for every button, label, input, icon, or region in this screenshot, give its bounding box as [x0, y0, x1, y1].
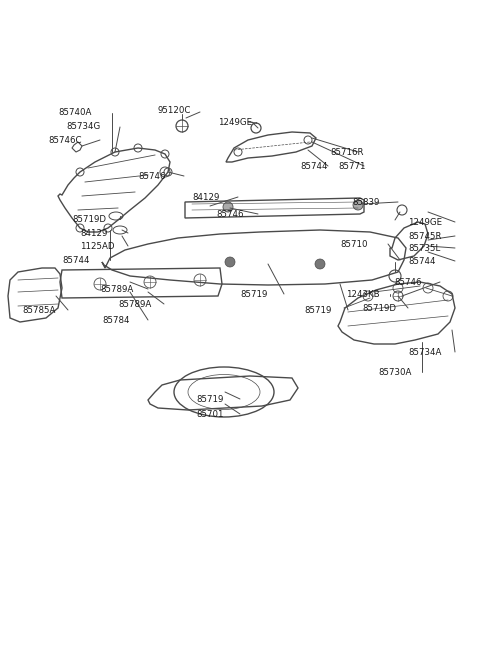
Text: 85839: 85839: [352, 198, 379, 207]
Circle shape: [315, 259, 325, 269]
Text: 85719D: 85719D: [362, 304, 396, 313]
Text: 1249GE: 1249GE: [408, 218, 442, 227]
Text: 85730A: 85730A: [378, 368, 411, 377]
Circle shape: [223, 202, 233, 212]
Text: 85746: 85746: [216, 210, 243, 219]
Text: 85744: 85744: [62, 256, 89, 265]
Text: 85744: 85744: [300, 162, 327, 171]
Text: 85734G: 85734G: [66, 122, 100, 131]
Text: 85746C: 85746C: [48, 136, 82, 145]
Text: 85710: 85710: [340, 240, 368, 249]
Text: 85719: 85719: [240, 290, 267, 299]
Text: 85719: 85719: [304, 306, 331, 315]
Text: 95120C: 95120C: [158, 106, 192, 115]
Text: 84129: 84129: [80, 229, 108, 238]
Text: 85789A: 85789A: [118, 300, 151, 309]
Text: 1249GE: 1249GE: [218, 118, 252, 127]
Text: 85740A: 85740A: [58, 108, 91, 117]
Circle shape: [225, 257, 235, 267]
Text: 1243KB: 1243KB: [346, 290, 380, 299]
Text: 84129: 84129: [192, 193, 219, 202]
Circle shape: [353, 200, 363, 210]
Text: 85701: 85701: [196, 410, 224, 419]
Text: 85745R: 85745R: [408, 232, 442, 241]
Text: 85746: 85746: [394, 278, 421, 287]
Text: 85789A: 85789A: [100, 285, 133, 294]
Text: 85744: 85744: [408, 257, 435, 266]
Text: 85785A: 85785A: [22, 306, 55, 315]
Text: 85716R: 85716R: [330, 148, 363, 157]
Text: 85719D: 85719D: [72, 215, 106, 224]
Text: 85784: 85784: [102, 316, 130, 325]
Text: 1125AD: 1125AD: [80, 242, 115, 251]
Text: 85746: 85746: [138, 172, 166, 181]
Text: 85735L: 85735L: [408, 244, 440, 253]
Text: 85719: 85719: [196, 395, 223, 404]
Text: 85734A: 85734A: [408, 348, 442, 357]
Text: 85771: 85771: [338, 162, 365, 171]
